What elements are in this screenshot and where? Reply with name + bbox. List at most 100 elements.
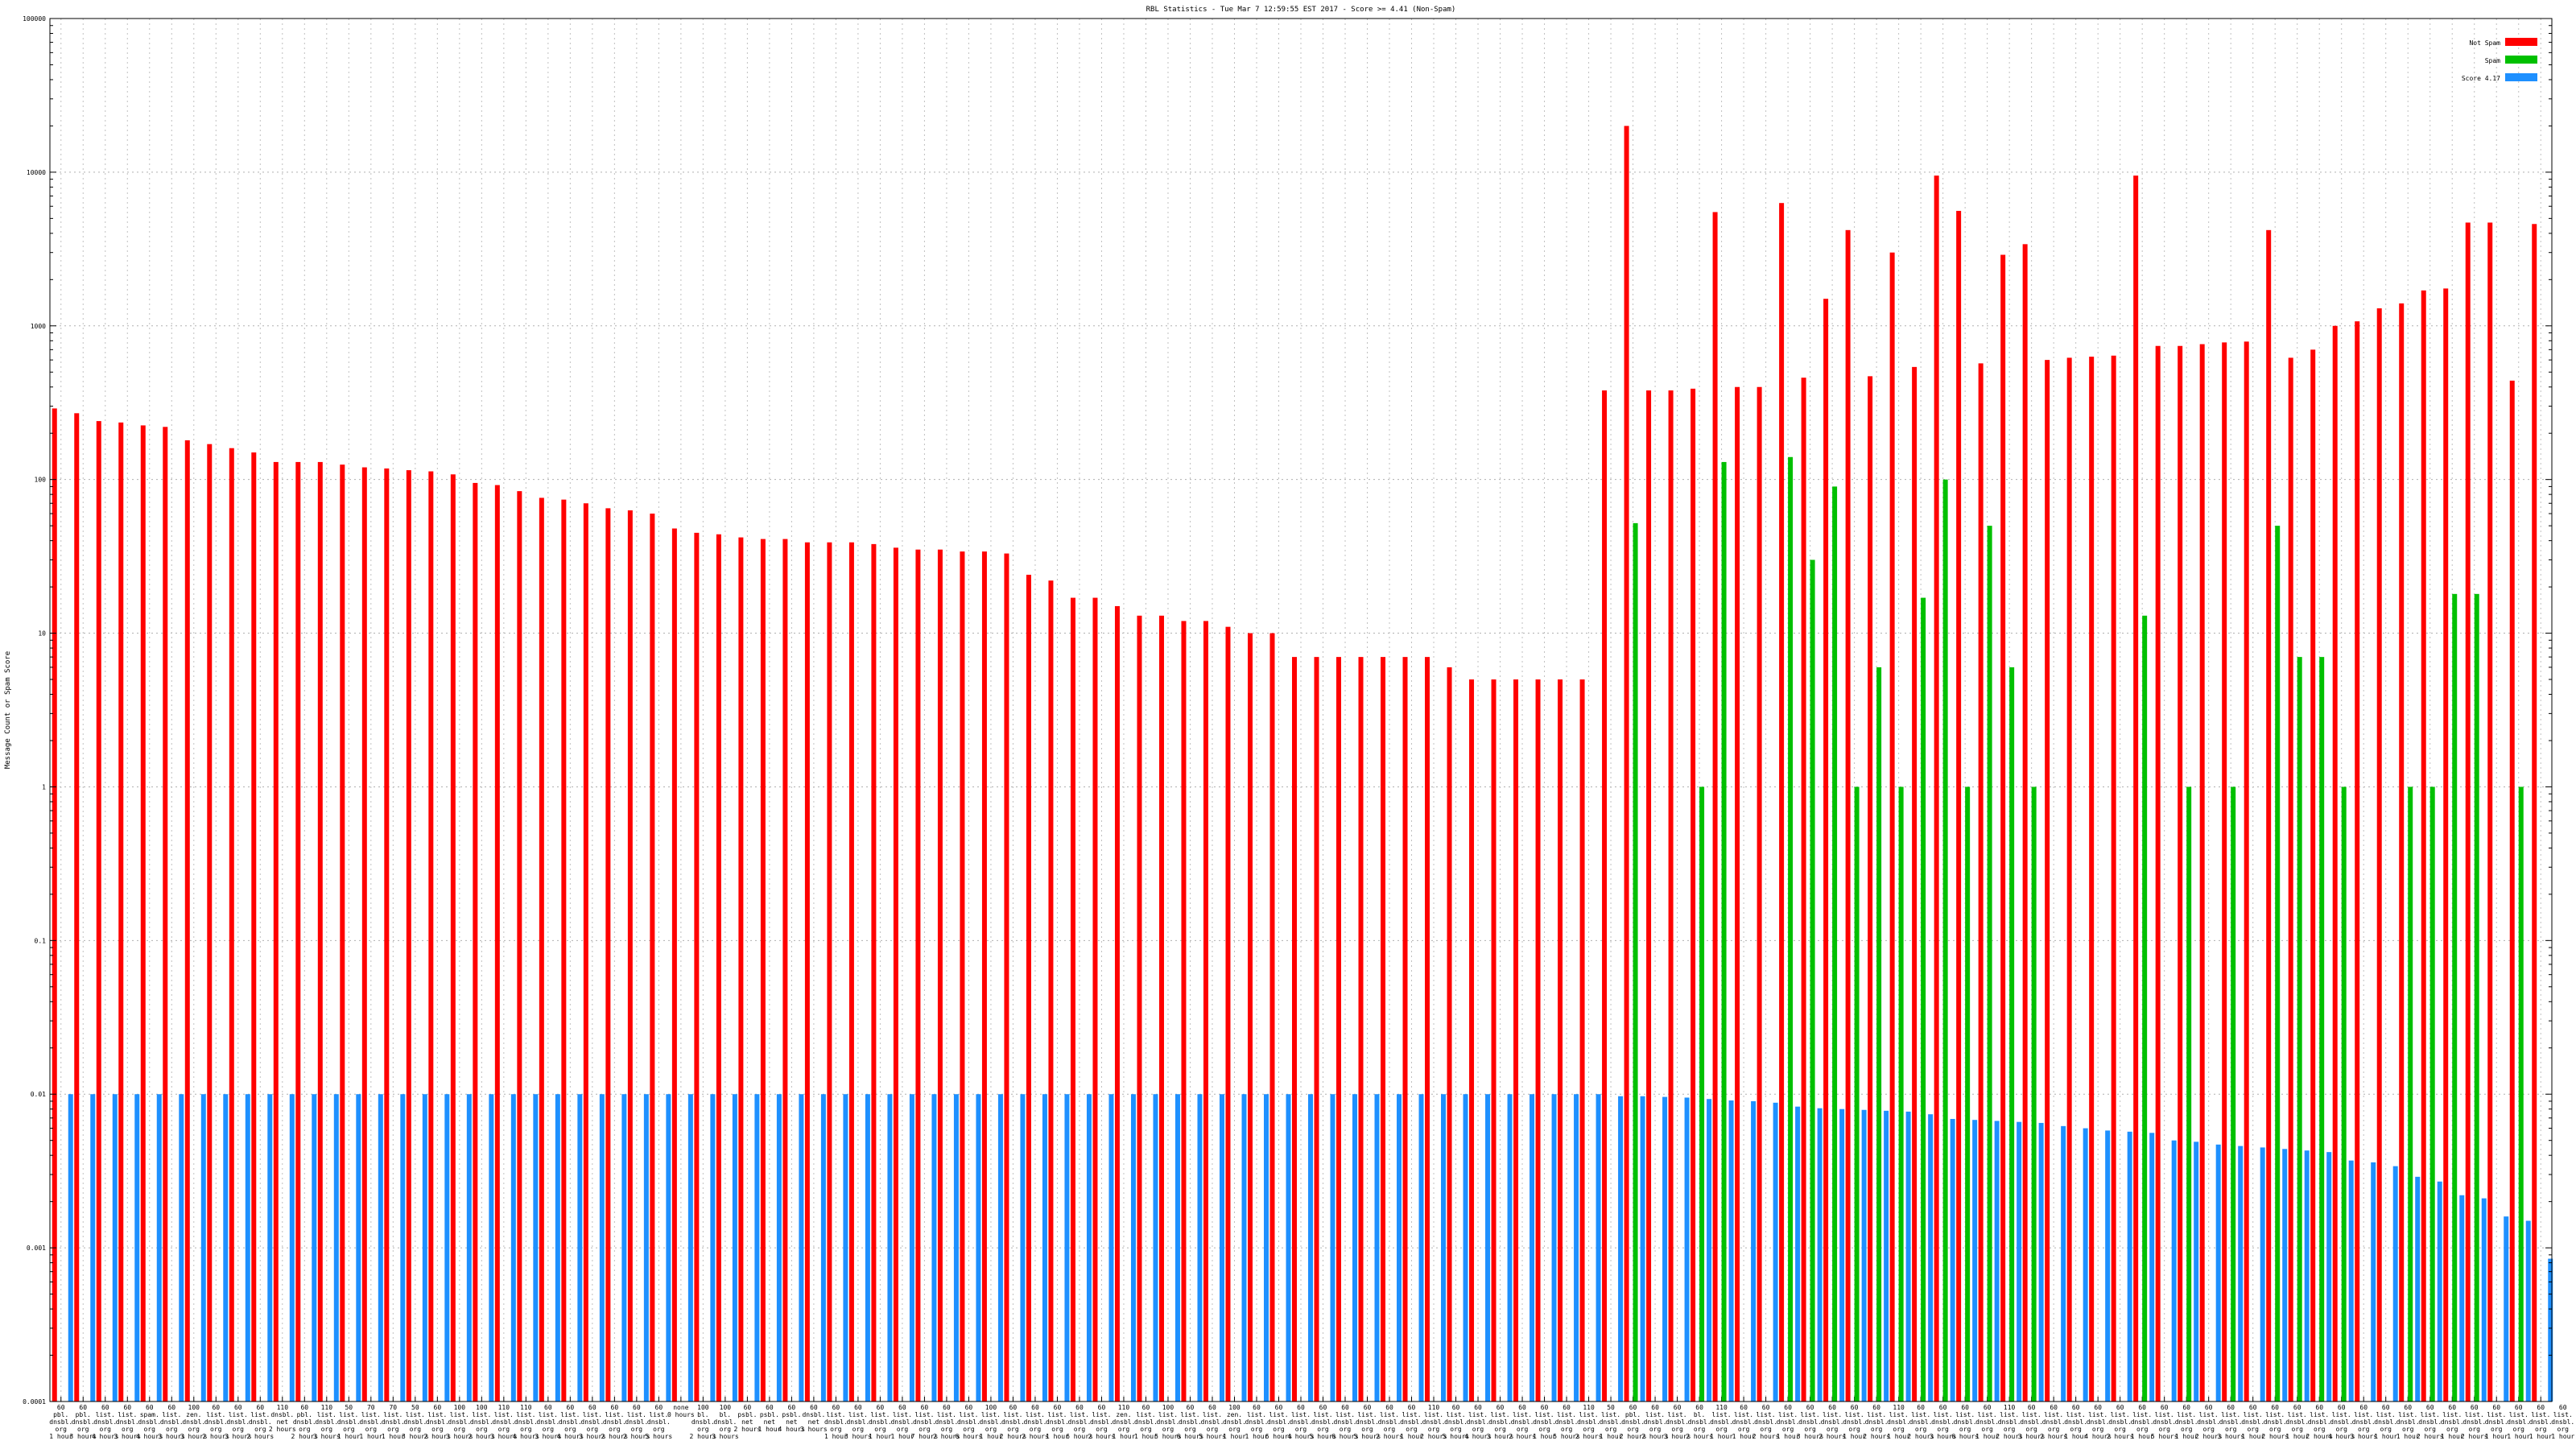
x-category-label-line: list. bbox=[1158, 1411, 1178, 1418]
x-category-label-line: org bbox=[1583, 1426, 1595, 1433]
bar-not-spam bbox=[2222, 342, 2227, 1402]
bar-group bbox=[1513, 679, 1535, 1402]
x-category-label-line: org bbox=[431, 1426, 444, 1433]
x-category-label-line: 60 bbox=[1452, 1404, 1460, 1411]
x-category-label-line: 60 bbox=[1009, 1404, 1018, 1411]
x-category-label-line: 5 hours bbox=[1154, 1433, 1182, 1440]
x-category-label-line: 60 bbox=[1740, 1404, 1748, 1411]
x-category-label-line: dnsbl. bbox=[403, 1418, 427, 1426]
x-category-label-line: dnsbl. bbox=[72, 1418, 95, 1426]
bar-not-spam bbox=[2376, 308, 2382, 1402]
x-category-label-line: list. bbox=[1889, 1411, 1909, 1418]
x-category-label-line: list. bbox=[1291, 1411, 1311, 1418]
bar-group bbox=[2199, 344, 2221, 1402]
x-category-label: 60 list. dnsbl. org 1 hour bbox=[2507, 1404, 2530, 1440]
bar-not-spam bbox=[2000, 254, 2006, 1402]
x-category-label-line: 60 bbox=[1762, 1404, 1770, 1411]
bar-spam bbox=[2231, 786, 2236, 1402]
y-tick-label: 10000 bbox=[27, 169, 46, 176]
x-category-label-line: list. bbox=[118, 1411, 137, 1418]
x-category-label-line: 1 hour bbox=[2485, 1433, 2508, 1440]
bar-not-spam bbox=[1624, 126, 1629, 1402]
bar-group bbox=[937, 549, 959, 1402]
bar-score bbox=[533, 1094, 539, 1402]
x-category-label-line: 2 hours bbox=[601, 1433, 629, 1440]
x-category-label-line: 60 bbox=[1031, 1404, 1039, 1411]
x-category-label-line: 70 bbox=[367, 1404, 375, 1411]
bar-not-spam bbox=[494, 485, 500, 1402]
bar-not-spam bbox=[1757, 386, 1762, 1402]
x-category-label-line: 1 hour bbox=[2175, 1433, 2198, 1440]
bar-not-spam bbox=[1181, 621, 1187, 1402]
bar-groups bbox=[52, 126, 2553, 1402]
bar-score bbox=[1640, 1096, 1645, 1402]
x-category-label-line: list. bbox=[2376, 1411, 2396, 1418]
x-category-label-line: list. bbox=[494, 1411, 514, 1418]
x-category-label-line: 3 hours bbox=[69, 1433, 97, 1440]
bar-group bbox=[1668, 390, 1690, 1402]
x-category-label-line: 60 bbox=[1629, 1404, 1637, 1411]
x-category-label: none 0 hours bbox=[667, 1404, 695, 1418]
x-category-label: 70 list. dnsbl. org 1 hour bbox=[359, 1404, 382, 1440]
x-category-label-line: list. bbox=[1579, 1411, 1599, 1418]
x-category-label-line: 60 bbox=[2271, 1404, 2279, 1411]
x-category-label-line: org bbox=[2136, 1426, 2149, 1433]
bar-not-spam bbox=[118, 422, 124, 1402]
bar-group bbox=[74, 413, 96, 1402]
x-category-label-line: 110 bbox=[321, 1404, 333, 1411]
x-category-label-line: list. bbox=[1047, 1411, 1067, 1418]
x-category-label-line: org bbox=[2247, 1426, 2259, 1433]
x-category-label-line: 1 hour bbox=[1975, 1433, 1999, 1440]
x-category-label: 110 list. dnsbl. org 1 hour bbox=[1710, 1404, 1733, 1440]
x-category-label: 60 list. dnsbl. org 2 hours bbox=[2195, 1404, 2223, 1440]
x-category-label-line: 2 hours bbox=[1575, 1433, 1603, 1440]
x-category-label-line: 50 bbox=[1607, 1404, 1615, 1411]
bar-group bbox=[273, 461, 295, 1402]
x-category-label-line: pbl. bbox=[53, 1411, 68, 1418]
x-category-label-line: 1 hour bbox=[1046, 1433, 1069, 1440]
x-category-label: 60 list. dnsbl. org 2 hours bbox=[623, 1404, 650, 1440]
x-category-label-line: dnsbl. bbox=[824, 1418, 848, 1426]
x-category-label-line: 60 bbox=[1187, 1404, 1195, 1411]
x-category-label-line: 100 bbox=[985, 1404, 997, 1411]
x-category-label-line: org bbox=[210, 1426, 222, 1433]
x-category-label-line: 60 bbox=[1695, 1404, 1703, 1411]
x-category-label-line: 60 bbox=[2182, 1404, 2190, 1411]
x-category-label-line: dnsbl. bbox=[1290, 1418, 1313, 1426]
x-category-label-line: 2 hours bbox=[1000, 1433, 1027, 1440]
bar-score bbox=[2481, 1198, 2487, 1402]
x-category-label-line: bl. bbox=[720, 1411, 731, 1418]
bar-group bbox=[893, 547, 914, 1402]
x-category-label-line: dnsbl. bbox=[2087, 1418, 2110, 1426]
bar-score bbox=[1241, 1094, 1247, 1402]
x-category-label-line: org bbox=[1981, 1426, 1993, 1433]
x-category-label-line: 60 bbox=[2050, 1404, 2058, 1411]
x-category-label-line: 60 bbox=[167, 1404, 175, 1411]
x-category-label-line: dnsbl. bbox=[2308, 1418, 2331, 1426]
bar-spam bbox=[1876, 667, 1882, 1402]
bar-not-spam bbox=[517, 491, 522, 1402]
x-category-label: 60 list. dnsbl. org 3 hours bbox=[225, 1404, 252, 1440]
bar-group bbox=[1978, 363, 2000, 1402]
x-category-label-line: org bbox=[1361, 1426, 1373, 1433]
bar-not-spam bbox=[627, 510, 633, 1402]
y-tick-label: 1000 bbox=[31, 323, 46, 330]
x-category-label-line: list. bbox=[1136, 1411, 1155, 1418]
bar-not-spam bbox=[804, 542, 810, 1402]
x-category-label-line: 2 hours bbox=[623, 1433, 650, 1440]
x-category-label-line: org bbox=[1649, 1426, 1662, 1433]
bar-score bbox=[599, 1094, 605, 1402]
bar-group bbox=[2288, 357, 2310, 1402]
x-category-label-line: 1 hour bbox=[2507, 1433, 2530, 1440]
x-category-label-line: dnsbl. bbox=[138, 1418, 161, 1426]
bar-group bbox=[1579, 679, 1601, 1402]
bar-group bbox=[2376, 308, 2398, 1402]
bar-score bbox=[2215, 1144, 2221, 1402]
x-category-label-line: 2 hours bbox=[1996, 1433, 2023, 1440]
x-category-label: 60 list. dnsbl. org 1 hour bbox=[824, 1404, 848, 1440]
x-category-label-line: 6 hours bbox=[1265, 1433, 1293, 1440]
x-category-label-line: list. bbox=[937, 1411, 956, 1418]
x-category-label-line: org bbox=[1893, 1426, 1905, 1433]
x-category-label: 60 list. dnsbl. org 2 hours bbox=[1509, 1404, 1536, 1440]
y-tick-label: 10 bbox=[38, 630, 46, 638]
